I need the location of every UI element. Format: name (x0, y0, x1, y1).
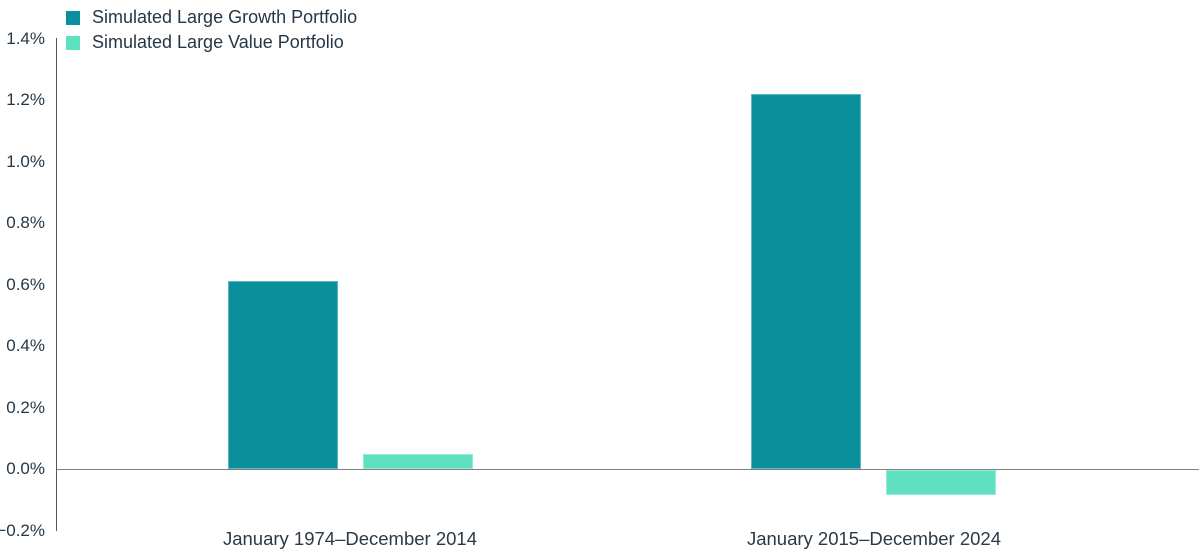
y-axis-tick-label: 0.0% (6, 459, 45, 478)
legend-item: Simulated Large Growth Portfolio (66, 5, 357, 30)
y-axis-tick-label: 0.2% (6, 398, 45, 417)
x-axis-category-label: January 1974–December 2014 (222, 528, 478, 549)
y-axis-line (56, 38, 57, 531)
x-axis-category-label: January 2015–December 2024 (746, 528, 1002, 549)
bar-growth-period-0 (228, 281, 338, 469)
legend-label-growth: Simulated Large Growth Portfolio (92, 7, 358, 27)
legend-label-value: Simulated Large Value Portfolio (92, 32, 344, 52)
y-axis-labels: 1.4% 1.2% 1.0% 0.8% 0.6% 0.4% 0.2% 0.0% … (0, 0, 45, 553)
bar-value-period-0 (363, 453, 473, 469)
zero-baseline (57, 469, 1199, 470)
y-axis-tick-label: 1.2% (6, 90, 45, 109)
legend-swatch-growth-icon (66, 10, 80, 25)
legend-item: Simulated Large Value Portfolio (66, 30, 357, 55)
bar-value-period-1 (886, 470, 996, 495)
legend: Simulated Large Growth Portfolio Simulat… (66, 5, 357, 55)
bar-growth-period-1 (751, 93, 861, 469)
legend-swatch-value-icon (66, 35, 80, 50)
y-axis-tick-label: 1.4% (6, 29, 45, 48)
y-axis-tick-label: 0.6% (6, 275, 45, 294)
y-axis-tick-label: 1.0% (6, 152, 45, 171)
y-axis-tick-label: 0.4% (6, 336, 45, 355)
y-axis-tick-label: −0.2% (0, 521, 45, 540)
y-axis-tick-label: 0.8% (6, 213, 45, 232)
